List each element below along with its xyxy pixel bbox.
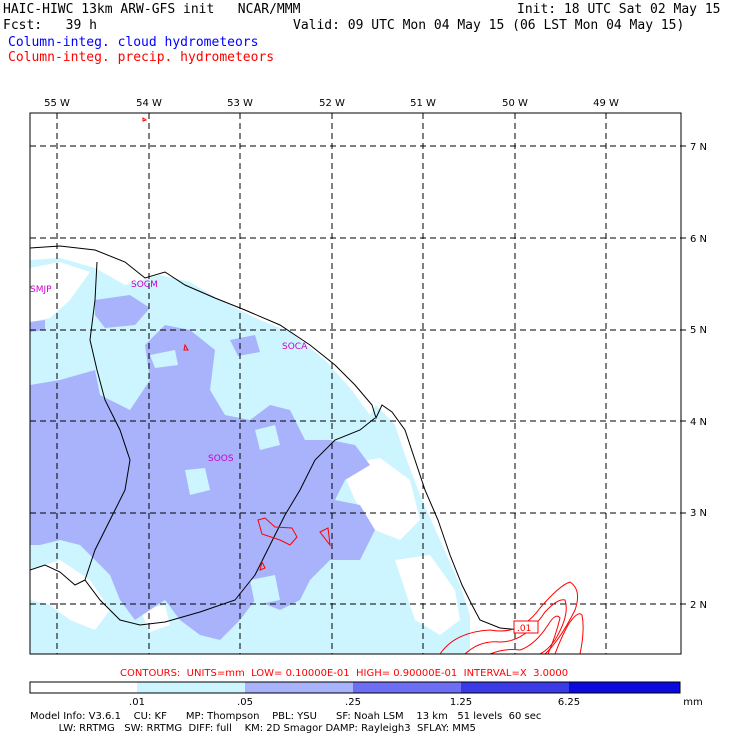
- colorbar-unit: mm: [683, 697, 702, 708]
- lon-label: 51 W: [410, 98, 436, 109]
- precip-contours: [142, 117, 584, 654]
- legend-precip: Column-integ. precip. hydrometeors: [8, 50, 275, 65]
- lat-labels: 7 N 6 N 5 N 4 N 3 N 2 N: [690, 142, 707, 611]
- lon-label: 49 W: [593, 98, 619, 109]
- graticule: [30, 113, 681, 654]
- colorbar: .01 .05 .25 1.25 6.25 mm: [29, 681, 703, 708]
- contour-label: .01: [517, 624, 531, 634]
- colorbar-tick: .25: [345, 697, 361, 708]
- lat-label: 7 N: [690, 142, 707, 153]
- cloud-field-medium-west: [30, 320, 45, 332]
- colorbar-tick: .01: [129, 697, 145, 708]
- colorbar-swatch: [245, 682, 353, 693]
- colorbar-frame: [29, 681, 681, 694]
- contours-info: CONTOURS: UNITS=mm LOW= 0.10000E-01 HIGH…: [120, 668, 569, 679]
- station-label: SOCA: [282, 342, 308, 352]
- init-time: Init: 18 UTC Sat 02 May 15: [517, 2, 721, 17]
- lon-label: 55 W: [44, 98, 70, 109]
- model-info-line1: Model Info: V3.6.1 CU: KF MP: Thompson P…: [30, 711, 542, 722]
- model-info-line2: LW: RRTMG SW: RRTMG DIFF: full KM: 2D Sm…: [30, 723, 476, 734]
- lon-label: 50 W: [502, 98, 528, 109]
- lon-label: 54 W: [136, 98, 162, 109]
- cloud-field-medium-north: [95, 295, 150, 328]
- lat-label: 3 N: [690, 508, 707, 519]
- lat-ticks: [681, 145, 686, 605]
- lat-label: 6 N: [690, 234, 707, 245]
- colorbar-tick: .05: [237, 697, 253, 708]
- valid-time: Valid: 09 UTC Mon 04 May 15 (06 LST Mon …: [293, 18, 685, 33]
- lon-label: 52 W: [319, 98, 345, 109]
- cloud-field-medium-east: [230, 335, 260, 356]
- colorbar-swatch: [461, 682, 569, 693]
- lat-label: 4 N: [690, 417, 707, 428]
- colorbar-swatch: [353, 682, 461, 693]
- map-frame: [29, 112, 682, 655]
- colorbar-swatch: [137, 682, 245, 693]
- coastline: [30, 245, 521, 631]
- station-label: SMJP: [30, 285, 52, 295]
- lon-labels: 55 W 54 W 53 W 52 W 51 W 50 W 49 W: [44, 98, 619, 109]
- colorbar-swatch: [30, 682, 137, 693]
- colorbar-tick: 1.25: [450, 697, 472, 708]
- stations: SMJP SOCM SOCA SOOS: [30, 280, 308, 464]
- colorbar-swatch: [569, 682, 680, 693]
- legend-cloud: Column-integ. cloud hydrometeors: [8, 35, 259, 50]
- lat-label: 2 N: [690, 600, 707, 611]
- lat-label: 5 N: [690, 325, 707, 336]
- forecast-hour: Fcst: 39 h: [3, 18, 97, 33]
- lon-label: 53 W: [227, 98, 253, 109]
- cloud-field-light-patches: [100, 325, 320, 605]
- station-label: SOCM: [131, 280, 158, 290]
- title-left: HAIC-HIWC 13km ARW-GFS init NCAR/MMM: [3, 2, 301, 17]
- contour-label-box: [513, 620, 539, 634]
- station-label: SOOS: [208, 454, 234, 464]
- colorbar-tick: 6.25: [558, 697, 580, 708]
